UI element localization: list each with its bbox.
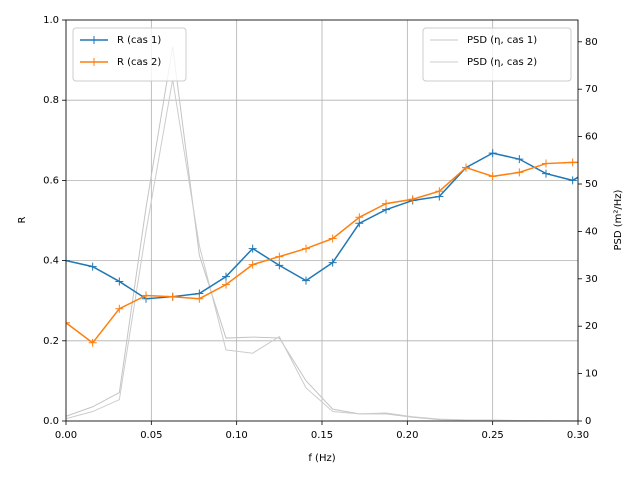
x-tick-label: 0.05 bbox=[140, 430, 162, 441]
legend-box bbox=[72, 27, 187, 82]
marker bbox=[355, 213, 364, 222]
y-tick-label: 0.6 bbox=[43, 175, 59, 186]
marker bbox=[568, 158, 577, 167]
marker bbox=[222, 272, 230, 281]
y-tick-label: 0.4 bbox=[43, 256, 59, 267]
x-tick-label: 0.30 bbox=[567, 430, 589, 441]
marker bbox=[568, 176, 577, 185]
y-tick-label: 0.0 bbox=[43, 416, 59, 427]
marker bbox=[195, 294, 204, 303]
marker bbox=[66, 318, 70, 327]
y2-tick-label: 30 bbox=[585, 274, 598, 285]
y-tick-label: 0.8 bbox=[43, 95, 59, 106]
marker bbox=[328, 258, 337, 267]
marker bbox=[515, 168, 524, 177]
marker bbox=[328, 234, 337, 243]
x-tick-label: 0.00 bbox=[55, 430, 77, 441]
marker bbox=[88, 262, 97, 271]
marker bbox=[248, 244, 257, 253]
y2-tick-label: 10 bbox=[585, 369, 598, 380]
legend-label: R (cas 1) bbox=[117, 35, 161, 46]
series-line bbox=[66, 161, 578, 344]
y-tick-label: 1.0 bbox=[43, 15, 59, 26]
y2-tick-label: 20 bbox=[585, 321, 598, 332]
marker bbox=[302, 244, 310, 253]
marker bbox=[275, 261, 284, 270]
y2-tick-label: 40 bbox=[585, 226, 598, 237]
marker bbox=[515, 155, 524, 164]
marker bbox=[408, 195, 417, 204]
marker bbox=[142, 291, 150, 300]
marker bbox=[88, 338, 97, 347]
y2-tick-label: 0 bbox=[585, 416, 591, 427]
marker bbox=[222, 280, 230, 289]
y-axis-label: R bbox=[17, 216, 28, 223]
marker bbox=[542, 169, 550, 178]
marker bbox=[595, 158, 603, 166]
marker bbox=[115, 277, 124, 286]
y2-tick-label: 70 bbox=[585, 84, 598, 95]
marker bbox=[462, 163, 470, 172]
legend-marker bbox=[90, 36, 98, 44]
marker bbox=[302, 276, 310, 285]
marker bbox=[595, 160, 603, 168]
legend-label: PSD (η, cas 2) bbox=[467, 57, 537, 68]
marker bbox=[542, 159, 550, 168]
marker bbox=[382, 199, 390, 208]
marker bbox=[488, 149, 497, 158]
marker bbox=[248, 260, 257, 269]
x-axis-label: f (Hz) bbox=[308, 453, 335, 464]
y-tick-label: 0.2 bbox=[43, 336, 59, 347]
marker bbox=[168, 292, 177, 301]
y2-axis-label: PSD (m²/Hz) bbox=[613, 189, 624, 250]
y2-tick-label: 60 bbox=[585, 132, 598, 143]
plot-frame bbox=[65, 19, 579, 422]
legend-label: R (cas 2) bbox=[117, 57, 161, 68]
legend-label: PSD (η, cas 1) bbox=[467, 35, 537, 46]
marker bbox=[275, 252, 284, 261]
plot-area bbox=[66, 46, 603, 421]
y2-tick-label: 50 bbox=[585, 179, 598, 190]
x-tick-label: 0.25 bbox=[482, 430, 504, 441]
legend-marker bbox=[90, 58, 98, 66]
legend-box bbox=[422, 27, 572, 82]
marker bbox=[115, 304, 124, 313]
series-line bbox=[66, 79, 578, 421]
marker bbox=[435, 187, 444, 196]
x-tick-label: 0.10 bbox=[226, 430, 248, 441]
y2-tick-label: 80 bbox=[585, 37, 598, 48]
marker bbox=[488, 172, 497, 181]
x-tick-label: 0.15 bbox=[311, 430, 333, 441]
marker bbox=[66, 256, 70, 265]
x-tick-label: 0.20 bbox=[396, 430, 418, 441]
